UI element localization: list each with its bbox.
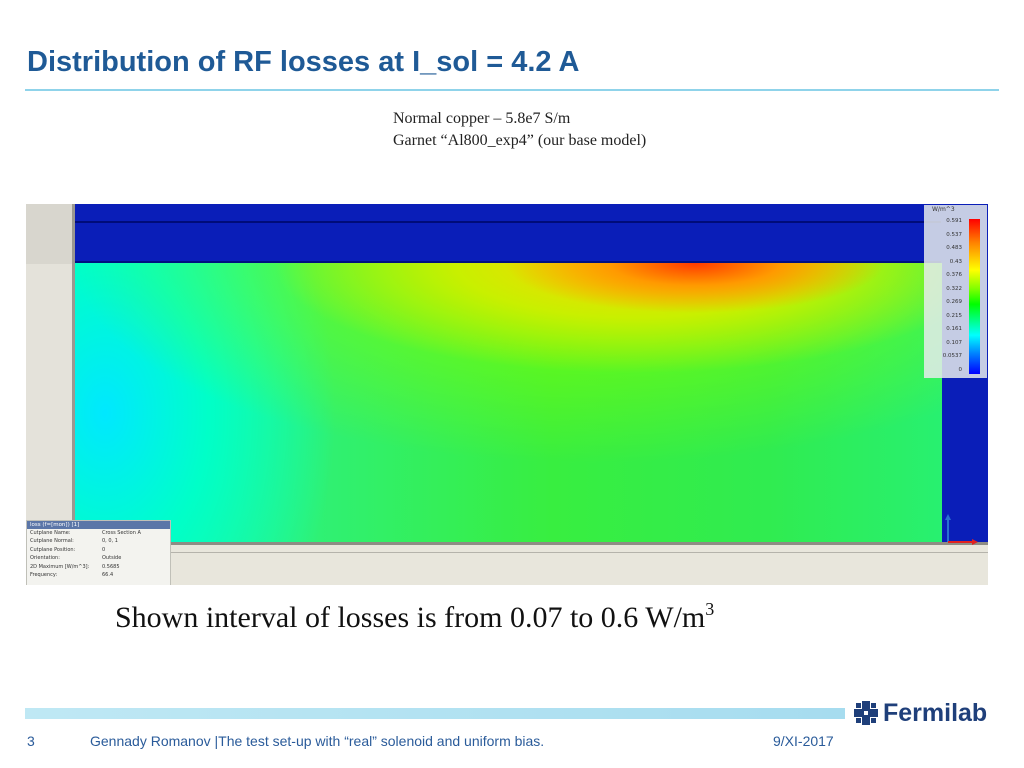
info-row: Cutplane Normal: 0, 0, 1 (27, 537, 170, 545)
legend-tick: 0.322 (946, 285, 962, 292)
title-divider (25, 89, 999, 91)
bottom-frame-edge (26, 542, 988, 545)
left-frame-edge (72, 204, 75, 544)
left-frame-top (26, 204, 76, 264)
simulation-info-panel: loss (f=[mon]) [1] Cutplane Name: Cross S… (26, 520, 171, 585)
slide-title: Distribution of RF losses at I_sol = 4.2… (27, 46, 580, 78)
copper-top-boundary (75, 221, 988, 223)
legend-tick: 0.215 (946, 312, 962, 319)
legend-tick: 0.537 (946, 231, 962, 238)
info-value: Outside (102, 555, 122, 562)
info-row: Cutplane Position: 0 (27, 546, 170, 554)
copper-lower-boundary (75, 261, 988, 263)
note-copper: Normal copper – 5.8e7 S/m (393, 110, 571, 127)
info-value: 0 (102, 546, 106, 553)
note-garnet: Garnet “Al800_exp4” (our base model) (393, 132, 647, 149)
footer-text: Gennady Romanov |The test set-up with “r… (90, 733, 545, 749)
legend-tick: 0.269 (946, 299, 962, 305)
legend-tick: 0.107 (946, 339, 962, 346)
info-key: Cutplane Position: (30, 546, 76, 553)
info-row: Cutplane Name: Cross Section A (27, 529, 170, 537)
info-key: Orientation: (30, 555, 60, 562)
footer-date: 9/XI-2017 (773, 733, 834, 749)
footer-bar (25, 708, 845, 719)
copper-top-region (75, 204, 988, 264)
info-key: Frequency: (30, 572, 58, 579)
legend-color-bar (969, 219, 980, 374)
loss-field-map (75, 263, 942, 542)
info-row: Orientation: Outside (27, 554, 170, 562)
bottom-frame (26, 542, 988, 585)
material-notes: Normal copper – 5.8e7 S/m Garnet “Al800_… (393, 108, 646, 152)
legend-unit: W/m^3 (932, 206, 955, 213)
axis-triad-icon (945, 514, 978, 545)
info-value: Cross Section A (102, 530, 141, 536)
info-value: 0, 0, 1 (102, 538, 118, 545)
legend-tick: 0.483 (946, 245, 962, 251)
bottom-frame-inner-line (26, 552, 988, 553)
fermilab-logo-icon (854, 701, 878, 725)
legend-tick: 0.376 (946, 272, 962, 278)
info-panel-header: loss (f=[mon]) [1] (27, 521, 170, 529)
legend-ticks: 0.591 0.537 0.483 0.43 0.376 0.322 0.269… (926, 217, 962, 379)
info-row: 2D Maximum [W/m^3]: 0.5685 (27, 563, 170, 571)
caption-text: Shown interval of losses is from 0.07 to… (115, 601, 706, 634)
info-key: 2D Maximum [W/m^3]: (30, 563, 90, 570)
legend-tick: 0.0537 (942, 353, 962, 359)
legend-tick: 0.591 (946, 218, 962, 224)
info-key: Cutplane Normal: (30, 538, 74, 545)
color-legend: W/m^3 0.591 0.537 0.483 0.43 0.376 0.322… (924, 205, 987, 378)
logo-text: Fermilab (883, 698, 988, 727)
legend-tick: 0.161 (946, 326, 962, 332)
info-value: 66.4 (102, 572, 114, 579)
legend-tick: 0 (958, 366, 963, 373)
fermilab-logo: Fermilab (852, 697, 1002, 729)
info-key: Cutplane Name: (30, 530, 71, 536)
info-value: 0.5685 (102, 563, 120, 570)
info-row: Frequency: 66.4 (27, 571, 170, 579)
rf-loss-simulation-image: W/m^3 0.591 0.537 0.483 0.43 0.376 0.322… (26, 204, 988, 585)
caption-superscript: 3 (705, 599, 715, 619)
legend-tick: 0.43 (949, 258, 962, 265)
page-number: 3 (27, 733, 35, 749)
losses-interval-caption: Shown interval of losses is from 0.07 to… (115, 599, 715, 635)
